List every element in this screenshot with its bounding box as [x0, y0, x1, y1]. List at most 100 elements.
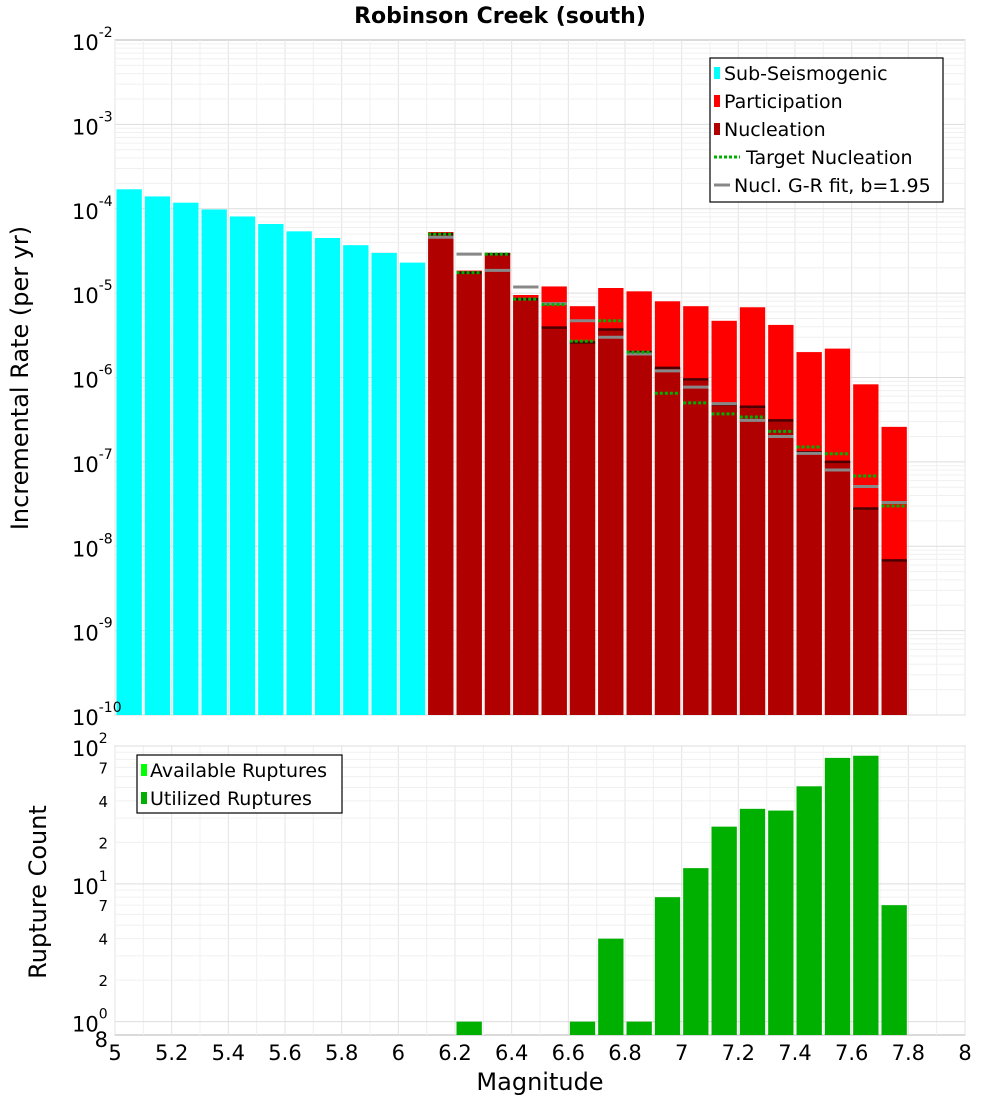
bar-nucleation — [456, 272, 482, 715]
bar-utilized-ruptures — [654, 897, 681, 1035]
top-y-tick-label: 10-2 — [72, 25, 113, 55]
x-tick-label: 6.8 — [608, 1041, 641, 1065]
top-bars — [116, 189, 907, 716]
bar-utilized-ruptures — [711, 826, 737, 1035]
top-y-axis-label: Incremental Rate (per yr) — [6, 226, 34, 530]
bar-nucleation — [598, 329, 624, 715]
bar-utilized-ruptures — [569, 1021, 596, 1035]
x-tick-label: 7.2 — [722, 1041, 755, 1065]
bar-utilized-ruptures — [796, 786, 822, 1035]
x-tick-label: 5.6 — [268, 1041, 301, 1065]
bar-nucleation — [484, 254, 511, 715]
bottom-y-minor-tick-label: 7 — [98, 897, 108, 915]
legend-swatch-available-ruptures — [141, 764, 147, 776]
legend-label-sub-seismogenic: Sub-Seismogenic — [724, 63, 888, 85]
bottom-y-axis-label: Rupture Count — [24, 805, 52, 979]
top-y-tick-label: 10-4 — [72, 194, 113, 224]
x-tick-label: 6.2 — [438, 1041, 471, 1065]
x-tick-label: 6.6 — [552, 1041, 585, 1065]
bar-sub-seismogenic — [116, 189, 142, 715]
bottom-bars — [456, 755, 907, 1035]
x-tick-label: 5.4 — [212, 1041, 245, 1065]
bar-sub-seismogenic — [258, 223, 284, 715]
bar-nucleation — [626, 352, 652, 715]
legend-label-participation: Participation — [724, 91, 843, 113]
x-tick-label: 8 — [958, 1041, 971, 1065]
bar-utilized-ruptures — [824, 757, 851, 1035]
bar-nucleation — [683, 379, 709, 715]
x-tick-label: 7.8 — [892, 1041, 925, 1065]
x-tick-label: 7.4 — [778, 1041, 811, 1065]
bar-sub-seismogenic — [144, 196, 171, 716]
bar-sub-seismogenic — [173, 202, 199, 716]
x-tick-label: 6.4 — [495, 1041, 528, 1065]
bar-nucleation — [428, 234, 454, 715]
legend-label-nucleation: Nucleation — [724, 119, 826, 141]
bar-utilized-ruptures — [456, 1021, 482, 1035]
bar-sub-seismogenic — [343, 245, 369, 715]
legend-label-gr-fit: Nucl. G-R fit, b=1.95 — [734, 175, 931, 197]
bottom-panel: 8 2 4 7 2 4 7 100 101 102 5 5.2 5.4 5.6 5.8 6 6.2 6.4 6.6… — [24, 731, 972, 1096]
bar-nucleation — [796, 452, 822, 715]
legend-swatch-participation — [714, 95, 720, 107]
top-legend-box — [709, 57, 944, 203]
top-y-ticks: 10-10 10-9 10-8 10-7 10-6 10-5 10-4 10-3 10-2 — [72, 25, 122, 730]
top-legend: Sub-Seismogenic Participation Nucleation… — [709, 57, 944, 203]
bar-nucleation — [881, 560, 907, 715]
legend-label-utilized-ruptures: Utilized Ruptures — [150, 788, 312, 810]
legend-swatch-sub-seismogenic — [714, 67, 720, 79]
bottom-y-minor-tick-label: 8 — [95, 1028, 108, 1052]
legend-label-available-ruptures: Available Ruptures — [150, 760, 327, 782]
bottom-y-minor-tick-label: 2 — [98, 972, 108, 990]
bar-utilized-ruptures — [853, 755, 879, 1035]
x-axis-label: Magnitude — [476, 1068, 603, 1096]
x-ticks: 5 5.2 5.4 5.6 5.8 6 6.2 6.4 6.6 6.8 7 7.2 7.4 7.6 7.8 8 — [108, 1041, 971, 1065]
bottom-y-tick-label: 101 — [72, 869, 108, 899]
top-y-tick-label: 10-3 — [72, 109, 113, 139]
top-panel: 10-10 10-9 10-8 10-7 10-6 10-5 10-4 10-3 10-2 In… — [6, 25, 966, 730]
top-y-tick-label: 10-9 — [72, 616, 113, 646]
top-y-tick-label: 10-5 — [72, 278, 113, 308]
bottom-y-minor-tick-label: 4 — [98, 931, 108, 949]
bar-sub-seismogenic — [371, 252, 397, 715]
bar-nucleation — [824, 461, 851, 715]
bar-utilized-ruptures — [768, 810, 794, 1035]
bottom-legend: Available Ruptures Utilized Ruptures — [136, 754, 343, 814]
bar-sub-seismogenic — [286, 231, 312, 715]
bar-utilized-ruptures — [739, 808, 766, 1035]
bar-sub-seismogenic — [399, 262, 426, 715]
top-y-tick-label: 10-7 — [72, 447, 113, 477]
x-tick-label: 5.2 — [155, 1041, 188, 1065]
bottom-y-minor-tick-label: 7 — [98, 759, 108, 777]
bar-nucleation — [768, 420, 794, 715]
bar-utilized-ruptures — [881, 905, 907, 1035]
bottom-y-tick-label: 102 — [72, 731, 108, 761]
bottom-y-minor-tick-label: 2 — [98, 834, 108, 852]
bottom-y-ticks: 8 2 4 7 2 4 7 100 101 102 — [72, 731, 108, 1052]
bar-sub-seismogenic — [314, 238, 341, 715]
bottom-y-minor-tick-label: 4 — [98, 793, 108, 811]
legend-swatch-nucleation — [714, 123, 720, 135]
x-tick-label: 5.8 — [325, 1041, 358, 1065]
bottom-y-tick-label: 100 — [72, 1007, 108, 1037]
top-y-tick-label: 10-10 — [72, 700, 122, 730]
bottom-legend-box — [136, 754, 343, 814]
x-tick-label: 7 — [675, 1041, 688, 1065]
bar-utilized-ruptures — [626, 1021, 652, 1035]
top-y-tick-label: 10-6 — [72, 363, 113, 393]
bar-nucleation — [513, 299, 539, 715]
legend-swatch-utilized-ruptures — [141, 792, 147, 804]
x-tick-label: 6 — [392, 1041, 405, 1065]
legend-label-target-nucleation: Target Nucleation — [745, 147, 913, 169]
bar-nucleation — [853, 508, 879, 715]
bar-nucleation — [739, 406, 766, 715]
top-lines — [428, 232, 907, 562]
bar-nucleation — [654, 367, 681, 715]
chart-title: Robinson Creek (south) — [354, 4, 646, 29]
top-y-tick-label: 10-8 — [72, 531, 113, 561]
x-tick-label: 5 — [108, 1041, 121, 1065]
bar-nucleation — [711, 404, 737, 715]
bar-utilized-ruptures — [683, 868, 709, 1035]
bar-sub-seismogenic — [229, 216, 256, 716]
